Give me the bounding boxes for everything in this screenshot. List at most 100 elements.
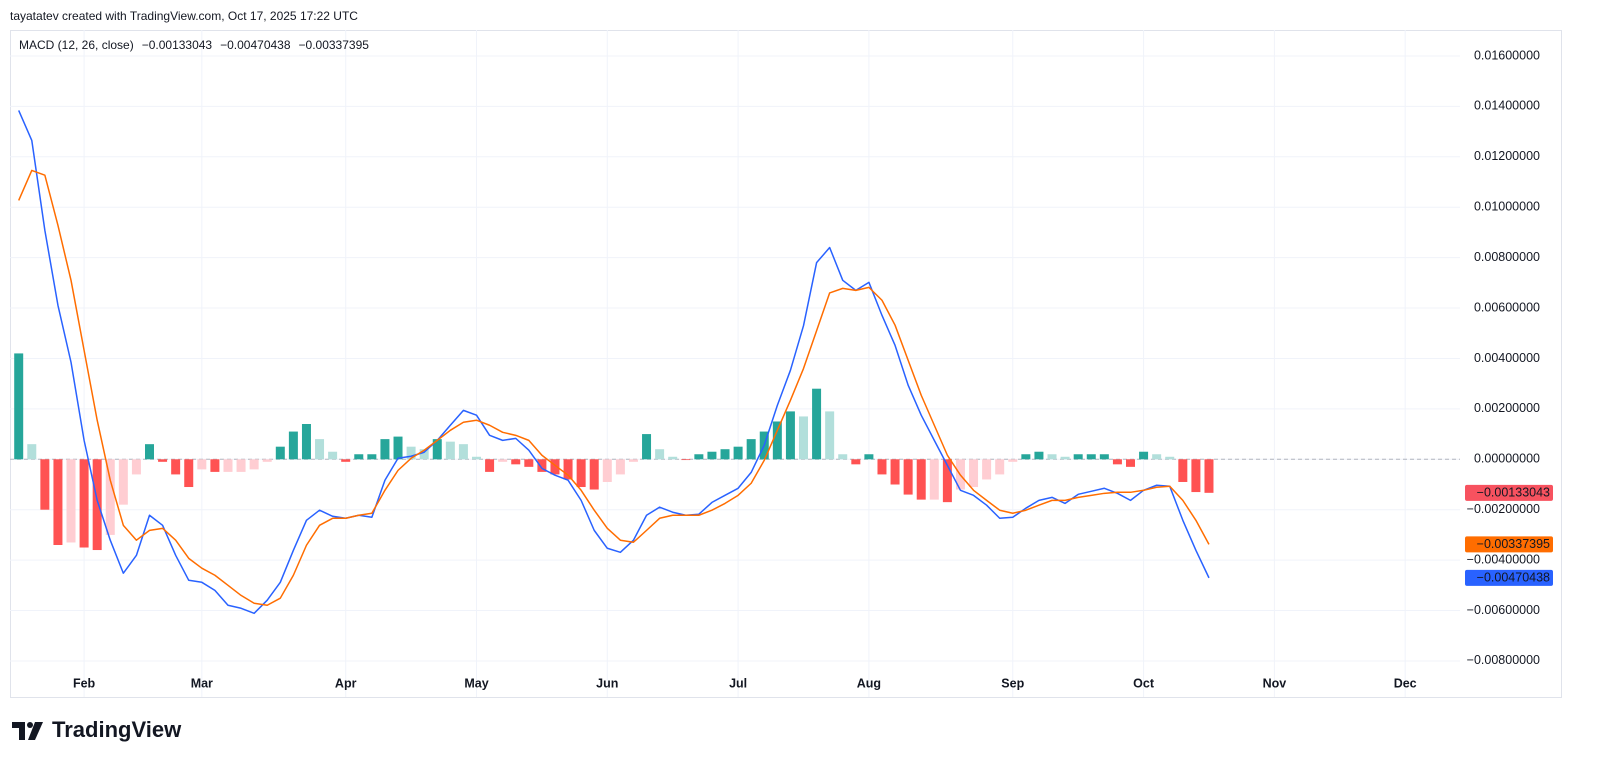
histogram-bar: [550, 459, 560, 475]
price-tag: [1465, 569, 1553, 586]
histogram-bar: [576, 459, 586, 488]
histogram-bar: [720, 449, 730, 460]
histogram-bar: [681, 459, 691, 461]
histogram-bar: [275, 446, 285, 460]
histogram-bar: [393, 436, 403, 460]
y-tick-label: 0.00600000: [1474, 300, 1540, 314]
labels: 0.01600000 0.01400000 0.01200000 0.01000000…: [73, 48, 1540, 690]
histogram-bar: [171, 459, 181, 475]
x-tick-label: Nov: [1263, 676, 1287, 690]
y-tick-label: 0.01200000: [1474, 149, 1540, 163]
y-tick-label: 0.01600000: [1474, 48, 1540, 62]
histogram-bar: [262, 459, 272, 462]
histogram-bar: [851, 459, 861, 465]
histogram-bar: [694, 454, 704, 460]
histogram-bar: [328, 451, 338, 460]
histogram-bar: [511, 459, 521, 465]
histogram-bar: [707, 451, 717, 460]
histogram-bar: [1047, 454, 1057, 460]
y-tick-label: 0.00800000: [1474, 250, 1540, 264]
histogram-bar: [40, 459, 50, 510]
histogram-bar: [472, 456, 481, 460]
histogram-bar: [158, 459, 168, 462]
histogram-bar: [406, 446, 416, 460]
histogram-bar: [890, 459, 900, 485]
histogram-bar: [315, 439, 325, 460]
histogram-bar: [1165, 456, 1175, 460]
x-tick-label: Feb: [73, 676, 96, 690]
y-tick-label: −0.00800000: [1467, 653, 1540, 667]
histogram-bar: [655, 449, 665, 460]
x-tick-label: May: [464, 676, 488, 690]
logo-mark: [28, 722, 43, 740]
price-tag-label: −0.00470438: [1477, 571, 1550, 585]
histogram-bar: [105, 459, 115, 535]
x-tick-label: Jul: [729, 676, 747, 690]
histogram-bar: [916, 459, 926, 500]
legend-value: −0.00470438: [220, 38, 291, 52]
histogram-bar: [929, 459, 939, 500]
histogram-bar: [14, 353, 24, 460]
histogram-bar: [79, 459, 89, 548]
price-tag-label: −0.00337395: [1477, 537, 1550, 551]
brand-text: TradingView: [52, 717, 182, 742]
price-tag: [1465, 484, 1553, 501]
histogram-bar: [1008, 459, 1018, 462]
line: [18, 169, 1210, 606]
histogram-bar: [367, 454, 377, 460]
histogram-bar: [995, 459, 1005, 475]
histogram-bar: [380, 439, 390, 460]
histogram-bar: [1139, 451, 1149, 460]
histogram-bar: [864, 454, 874, 460]
histogram-bar: [1204, 459, 1214, 493]
histogram-bar: [825, 411, 835, 460]
histogram-bar: [942, 459, 952, 503]
histogram-bar: [838, 454, 848, 460]
x-tick-label: Oct: [1133, 676, 1155, 690]
histogram-bar: [1191, 459, 1201, 493]
x-tick-label: Aug: [857, 676, 881, 690]
histogram-bar: [733, 446, 743, 460]
histogram-bar: [799, 416, 808, 460]
histogram-bar: [92, 459, 102, 551]
histogram-bar: [249, 459, 259, 470]
legend-title: MACD (12, 26, close): [19, 38, 134, 52]
histogram-bar: [602, 459, 612, 482]
histogram-bar: [354, 454, 364, 460]
histogram-bar: [524, 459, 534, 467]
histogram-bar: [485, 459, 495, 472]
histogram-bar: [131, 459, 141, 475]
histogram-bar: [537, 459, 547, 472]
histogram-bar: [903, 459, 913, 495]
histogram-bar: [66, 459, 76, 543]
x-tick-label: Sep: [1001, 676, 1024, 690]
histogram-bar: [498, 459, 508, 462]
histogram-bar: [785, 411, 795, 460]
histogram-bar: [1126, 459, 1135, 467]
histogram-bar: [210, 459, 220, 472]
histogram-bar: [445, 441, 455, 460]
y-tick-label: 0.00000000: [1474, 452, 1540, 466]
x-tick-label: Dec: [1394, 676, 1417, 690]
histogram-bar: [1152, 454, 1162, 460]
histogram-bar: [615, 459, 625, 475]
x-tick-label: Jun: [596, 676, 618, 690]
histogram-bar: [145, 444, 154, 460]
marks: [14, 110, 1214, 615]
histogram-bar: [589, 459, 599, 490]
y-tick-label: −0.00400000: [1467, 552, 1540, 566]
y-tick-label: −0.00200000: [1467, 502, 1540, 516]
histogram-bar: [301, 423, 311, 460]
histogram-bar: [288, 431, 298, 460]
y-tick-label: 0.01400000: [1474, 99, 1540, 113]
histogram-bar: [812, 388, 822, 460]
histogram-bar: [341, 459, 351, 462]
histogram-bar: [1178, 459, 1188, 482]
histogram-bar: [236, 459, 246, 472]
histogram-bar: [982, 459, 992, 480]
histogram-bar: [1073, 454, 1083, 460]
histogram-bar: [772, 421, 782, 460]
histogram-bar: [432, 439, 442, 460]
